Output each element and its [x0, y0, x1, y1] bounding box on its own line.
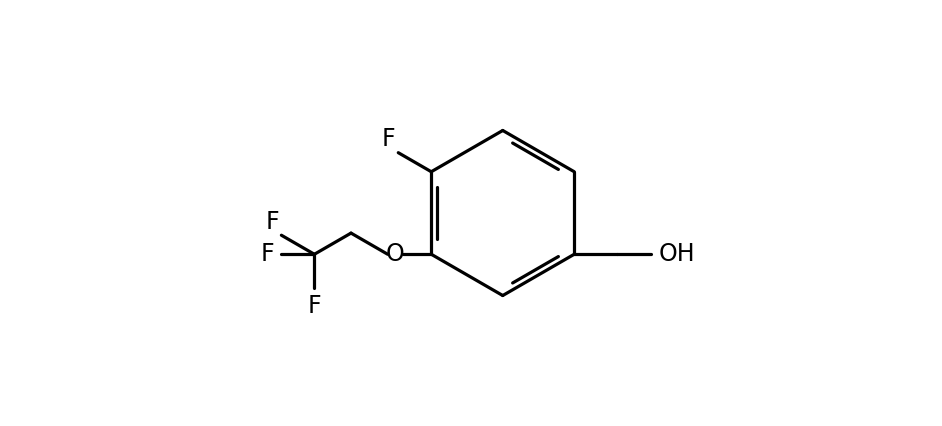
Text: O: O: [386, 242, 405, 266]
Text: F: F: [307, 294, 321, 319]
Text: OH: OH: [658, 242, 695, 266]
Text: F: F: [266, 210, 279, 234]
Text: F: F: [382, 127, 395, 150]
Text: F: F: [261, 242, 274, 266]
